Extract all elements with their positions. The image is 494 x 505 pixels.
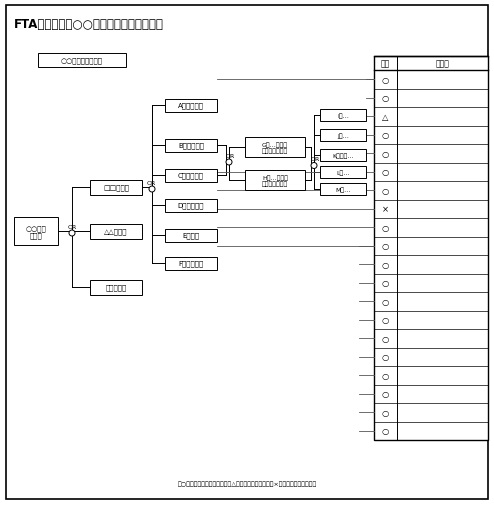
Text: Jの…: Jの…: [337, 133, 349, 138]
Text: ○: ○: [382, 371, 389, 380]
Text: □□の損傷: □□の損傷: [103, 184, 129, 191]
Text: △△の損傷: △△の損傷: [104, 228, 128, 235]
Text: ○: ○: [382, 186, 389, 195]
Text: ○○設備火災の場合: ○○設備火災の場合: [61, 58, 103, 64]
Text: OR: OR: [225, 153, 235, 158]
Text: ○: ○: [382, 316, 389, 325]
Text: Cによる損傷: Cによる損傷: [178, 172, 204, 179]
Circle shape: [311, 163, 317, 169]
Bar: [38, 54, 126, 68]
Text: ＊＊の損傷: ＊＊の損傷: [105, 284, 126, 291]
Bar: [165, 99, 217, 112]
Bar: [245, 171, 305, 190]
Bar: [165, 229, 217, 242]
Text: OR: OR: [146, 180, 156, 185]
Text: 理　由: 理 由: [436, 60, 450, 68]
Text: 判定: 判定: [381, 60, 390, 68]
Text: ○○設備
の火災: ○○設備 の火災: [26, 224, 46, 239]
Bar: [90, 180, 142, 195]
Circle shape: [149, 187, 155, 192]
Bar: [90, 280, 142, 295]
Text: Kによる…: Kによる…: [332, 153, 354, 159]
Text: OR: OR: [67, 224, 77, 229]
Text: Mの…: Mの…: [335, 187, 351, 192]
Text: ○: ○: [382, 76, 389, 84]
Text: ○: ○: [382, 297, 389, 306]
Bar: [374, 57, 488, 440]
Text: △: △: [382, 113, 389, 122]
Text: ○: ○: [382, 352, 389, 362]
Text: Iの…: Iの…: [337, 113, 349, 119]
Text: ○: ○: [382, 334, 389, 343]
Bar: [165, 169, 217, 182]
Text: ○: ○: [382, 408, 389, 417]
Text: ○: ○: [382, 149, 389, 159]
Bar: [90, 224, 142, 239]
Text: Bによる発熱: Bによる発熱: [178, 142, 204, 149]
Bar: [320, 167, 366, 179]
Bar: [14, 218, 58, 245]
Bar: [165, 257, 217, 270]
Text: Eの発熱: Eの発熱: [182, 232, 200, 239]
Text: ○: ○: [382, 94, 389, 103]
Bar: [320, 149, 366, 162]
Bar: [165, 199, 217, 212]
Text: ○: ○: [382, 131, 389, 140]
Text: OR: OR: [310, 157, 320, 162]
Circle shape: [226, 160, 232, 166]
Text: ○: ○: [382, 260, 389, 269]
Text: ×: ×: [382, 205, 389, 214]
Circle shape: [69, 231, 75, 236]
Text: FTA解析による○○設備の事故原因の調査: FTA解析による○○設備の事故原因の調査: [14, 18, 164, 31]
Bar: [320, 130, 366, 142]
Text: （○：原因となり得ないもの　△：やや疑われるもの　×：原因と云えるもの）: （○：原因となり得ないもの △：やや疑われるもの ×：原因と云えるもの）: [177, 480, 317, 486]
Text: Aによる発熱: Aによる発熱: [178, 103, 204, 109]
Text: Gの…による
～の発生・発熱: Gの…による ～の発生・発熱: [262, 142, 288, 154]
Text: ○: ○: [382, 168, 389, 177]
Text: ○: ○: [382, 389, 389, 398]
Text: Lの…: Lの…: [336, 170, 350, 175]
Text: ○: ○: [382, 242, 389, 251]
Text: ○: ○: [382, 426, 389, 435]
Text: ○: ○: [382, 223, 389, 232]
Text: Hの…による
～の発生・発熱: Hの…による ～の発生・発熱: [262, 175, 288, 187]
Text: ○: ○: [382, 279, 389, 288]
Bar: [320, 184, 366, 195]
Bar: [320, 110, 366, 122]
Text: Fによる損傷: Fによる損傷: [178, 260, 204, 267]
Bar: [245, 138, 305, 158]
Text: Dからの発熱: Dからの発熱: [178, 203, 204, 209]
Bar: [165, 139, 217, 152]
